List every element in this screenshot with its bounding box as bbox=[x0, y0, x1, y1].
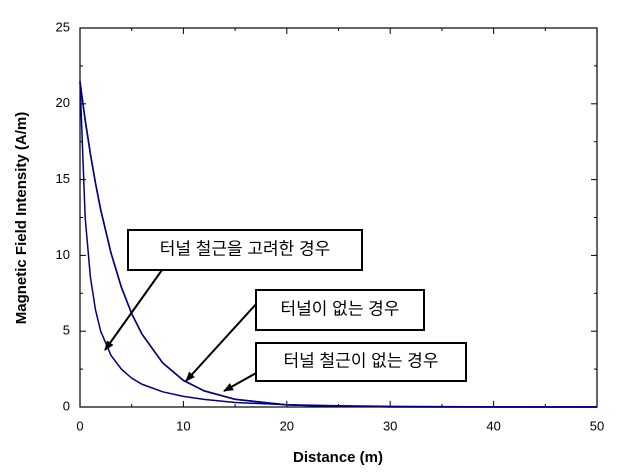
annotation-box bbox=[255, 289, 425, 331]
y-tick-label: 25 bbox=[56, 19, 70, 34]
x-tick-label: 20 bbox=[280, 418, 294, 433]
y-tick-label: 0 bbox=[63, 398, 70, 413]
annotation-box bbox=[255, 342, 467, 382]
annotation-text: 터널 철근이 없는 경우 bbox=[284, 351, 439, 370]
annotation-text: 터널이 없는 경우 bbox=[281, 299, 400, 318]
x-tick-label: 50 bbox=[590, 418, 604, 433]
y-tick-label: 5 bbox=[63, 323, 70, 338]
series-line bbox=[79, 82, 597, 408]
y-axis-label: Magnetic Field Intensity (A/m) bbox=[13, 112, 30, 325]
x-tick-label: 30 bbox=[383, 418, 397, 433]
annotation-arrow bbox=[104, 269, 163, 351]
y-tick-label: 20 bbox=[56, 95, 70, 110]
x-tick-label: 0 bbox=[76, 418, 83, 433]
annotation-arrow bbox=[185, 301, 259, 382]
x-tick-label: 10 bbox=[176, 418, 190, 433]
annotation-text: 터널 철근을 고려한 경우 bbox=[160, 239, 331, 258]
y-tick-label: 15 bbox=[56, 171, 70, 186]
x-tick-label: 40 bbox=[486, 418, 500, 433]
y-tick-label: 10 bbox=[56, 247, 70, 262]
x-axis-label: Distance (m) bbox=[293, 449, 383, 466]
annotation-box bbox=[127, 229, 363, 271]
annotation-arrow bbox=[223, 371, 259, 392]
